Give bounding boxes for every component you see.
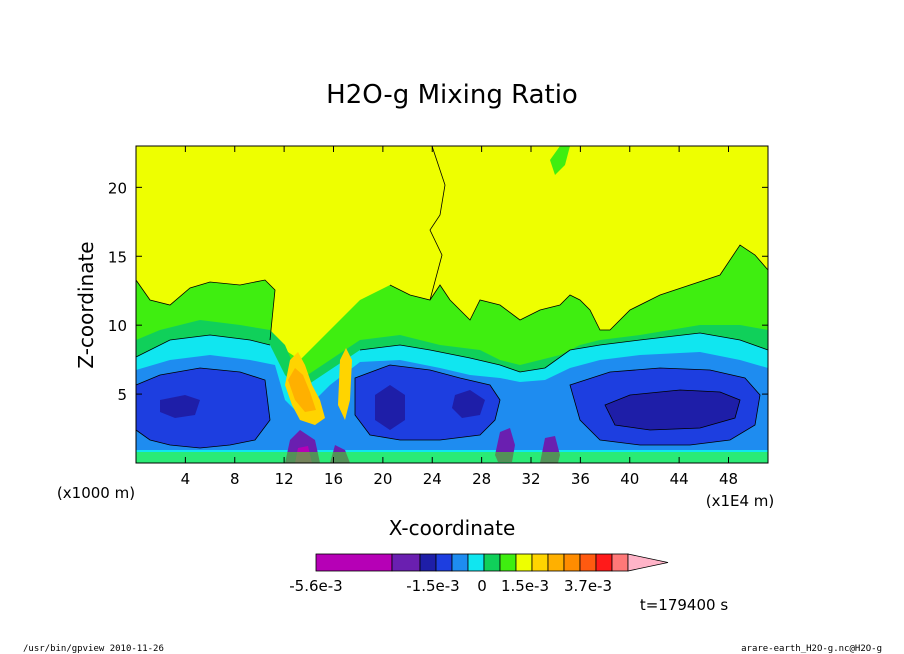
colorbar-label: -5.6e-3	[289, 577, 342, 595]
x-tick-label: 32	[521, 470, 540, 488]
band-navy-mid2	[452, 390, 485, 418]
x-tick-label: 28	[472, 470, 491, 488]
colorbar-label: 1.5e-3	[501, 577, 549, 595]
chart-title: H2O-g Mixing Ratio	[326, 80, 578, 110]
contour-lines	[135, 145, 769, 449]
colorbar	[315, 553, 669, 572]
y-axis: 5 10 15 20	[108, 179, 768, 404]
band-yellow-sliver	[338, 348, 352, 420]
colorbar-label: 3.7e-3	[564, 577, 612, 595]
colorbar-labels: -5.6e-3 -1.5e-3 0 1.5e-3 3.7e-3	[289, 577, 612, 595]
x-tick-label: 48	[719, 470, 738, 488]
x-tick-label: 16	[324, 470, 343, 488]
colorbar-swatch	[611, 553, 629, 572]
y-tick-label: 20	[108, 179, 127, 197]
time-label: t=179400 s	[640, 596, 728, 614]
x-tick-label: 8	[230, 470, 240, 488]
colorbar-swatch	[563, 553, 581, 572]
x-tick-label: 12	[275, 470, 294, 488]
x-axis-label: X-coordinate	[389, 516, 516, 540]
band-blue-left	[136, 368, 270, 448]
colorbar-swatch	[531, 553, 549, 572]
colorbar-swatch	[451, 553, 469, 572]
footer-left: /usr/bin/gpview 2010-11-26	[23, 644, 164, 654]
colorbar-swatch	[435, 553, 453, 572]
band-yellow-column	[365, 146, 445, 330]
x-tick-label: 20	[373, 470, 392, 488]
x-tick-label: 36	[571, 470, 590, 488]
colorbar-swatch	[483, 553, 501, 572]
x-unit-label: (x1E4 m)	[706, 492, 775, 510]
colorbar-swatch	[391, 553, 421, 572]
band-bottom	[136, 452, 768, 463]
x-tick-label: 24	[423, 470, 442, 488]
y-tick-label: 15	[108, 248, 127, 266]
x-axis: 4 8 12 16 20 24 28 32 36 40 44 48	[181, 146, 738, 488]
band-green-top	[550, 146, 570, 175]
colorbar-swatch	[515, 553, 533, 572]
colorbar-swatch	[315, 553, 393, 572]
colorbar-label: -1.5e-3	[406, 577, 459, 595]
colorbar-arrow	[627, 553, 669, 572]
colorbar-swatch	[499, 553, 517, 572]
band-navy-mid	[375, 385, 405, 430]
colorbar-swatch	[467, 553, 485, 572]
x-tick-label: 40	[620, 470, 639, 488]
x-tick-label: 44	[670, 470, 689, 488]
band-navy-right	[605, 390, 740, 430]
plot-frame	[135, 145, 769, 464]
band-orange	[288, 368, 316, 412]
colorbar-swatch	[579, 553, 597, 572]
footer-right: arare-earth_H2O-g.nc@H2O-g	[741, 644, 882, 654]
y-tick-label: 5	[117, 386, 127, 404]
contour-field	[135, 145, 769, 464]
colorbar-swatch	[419, 553, 437, 572]
y-axis-label: Z-coordinate	[74, 241, 98, 368]
colorbar-label: 0	[477, 577, 487, 595]
y-unit-label: (x1000 m)	[57, 484, 135, 502]
band-navy-left	[160, 395, 200, 418]
x-tick-label: 4	[181, 470, 191, 488]
colorbar-swatch	[595, 553, 613, 572]
y-tick-label: 10	[108, 317, 127, 335]
colorbar-swatch	[547, 553, 565, 572]
